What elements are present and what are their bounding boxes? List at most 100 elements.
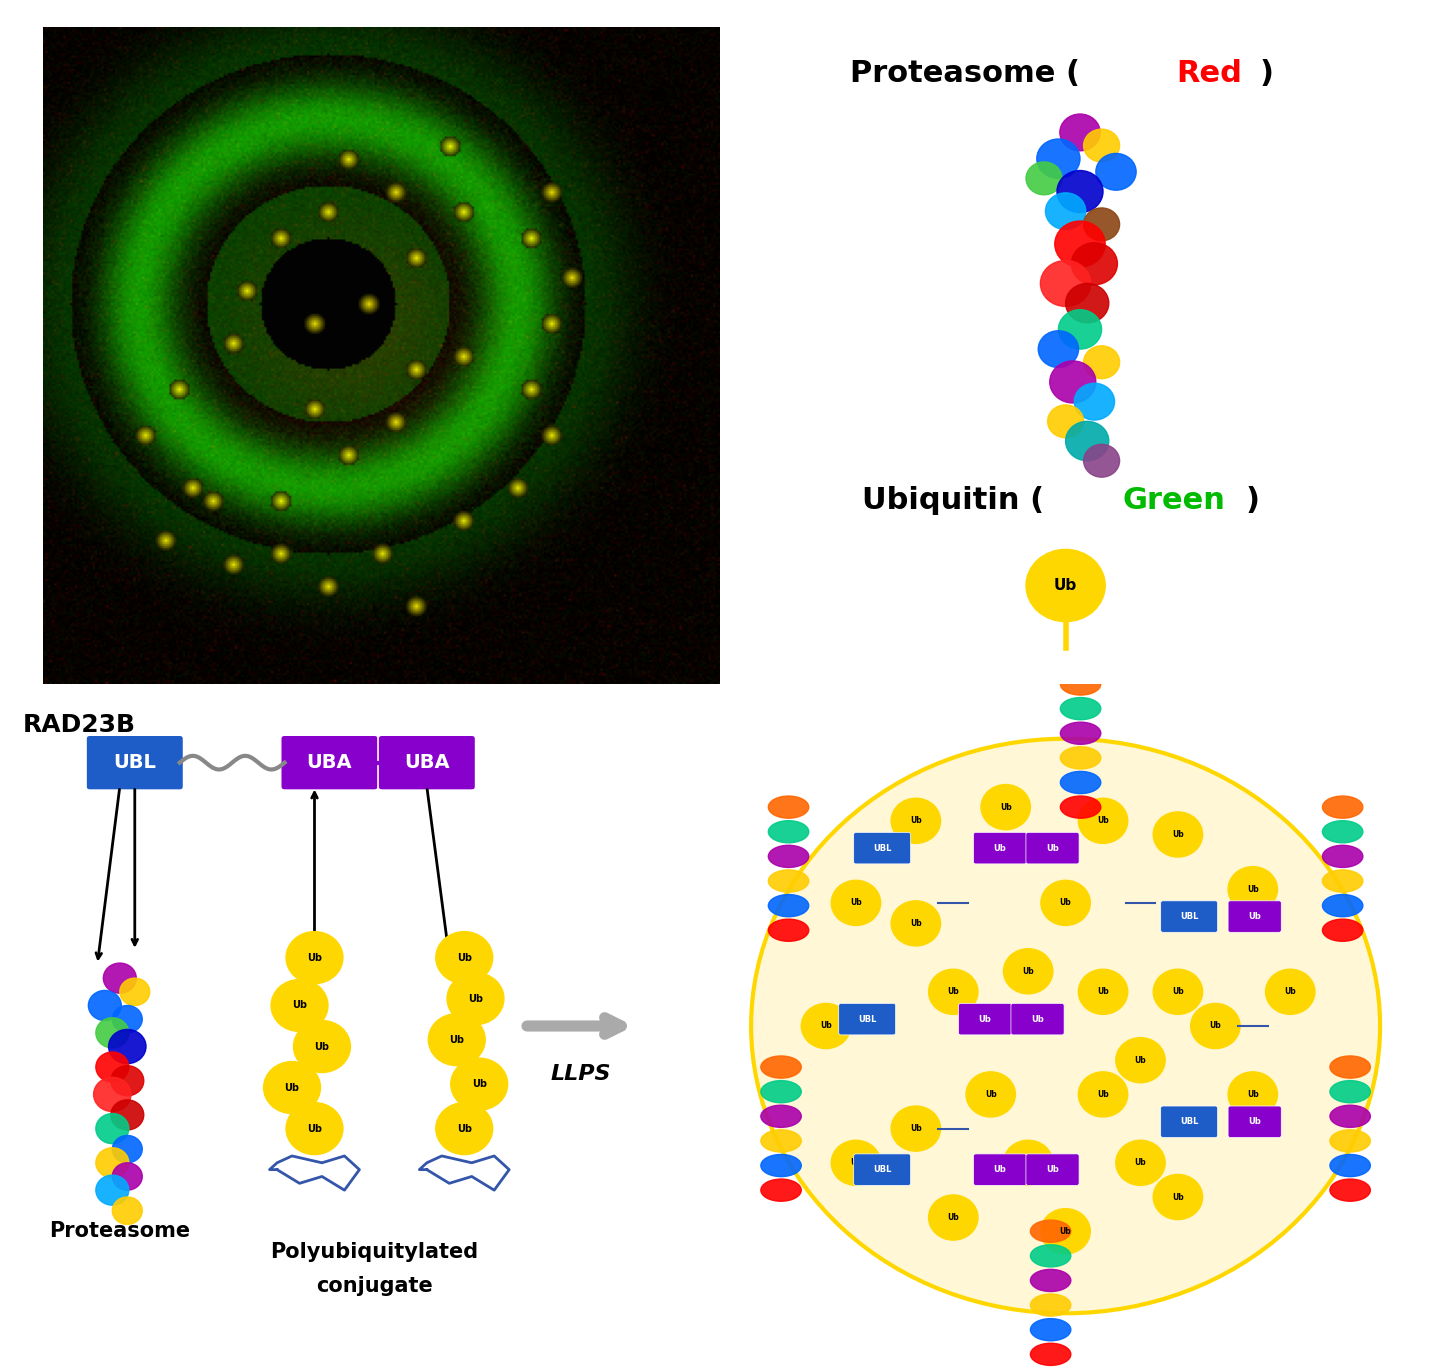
Ellipse shape (760, 1179, 801, 1201)
Circle shape (1116, 1141, 1165, 1185)
Ellipse shape (769, 870, 809, 892)
FancyArrowPatch shape (527, 1018, 621, 1034)
Text: UBL: UBL (114, 754, 156, 772)
Circle shape (1083, 346, 1120, 379)
Circle shape (1116, 1037, 1165, 1083)
Circle shape (831, 1141, 881, 1185)
Ellipse shape (1322, 796, 1362, 818)
Text: Ub: Ub (1210, 1022, 1221, 1030)
Circle shape (104, 963, 137, 993)
Text: UBL: UBL (1179, 1118, 1198, 1126)
Circle shape (1079, 969, 1128, 1015)
Text: Ub: Ub (1022, 967, 1034, 975)
Circle shape (111, 1066, 144, 1096)
Circle shape (1266, 969, 1315, 1015)
Ellipse shape (769, 919, 809, 941)
FancyBboxPatch shape (1161, 900, 1218, 933)
FancyBboxPatch shape (379, 736, 475, 791)
Circle shape (1057, 171, 1103, 212)
Text: Ub: Ub (1097, 988, 1109, 996)
Text: Ub: Ub (1097, 1090, 1109, 1099)
Circle shape (1047, 405, 1083, 438)
Ellipse shape (1322, 845, 1362, 867)
Text: Ub: Ub (1045, 1166, 1058, 1174)
Circle shape (1060, 114, 1100, 150)
Text: Ub: Ub (985, 1090, 996, 1099)
Ellipse shape (1060, 772, 1100, 793)
Ellipse shape (1031, 1270, 1071, 1291)
Text: Ub: Ub (314, 1041, 330, 1052)
Text: Ub: Ub (1284, 988, 1296, 996)
Circle shape (1050, 361, 1096, 404)
Text: ): ) (1246, 486, 1260, 514)
Text: UBA: UBA (307, 754, 353, 772)
FancyBboxPatch shape (1161, 1105, 1218, 1138)
Ellipse shape (1331, 1179, 1371, 1201)
FancyBboxPatch shape (1228, 1105, 1282, 1138)
FancyBboxPatch shape (854, 832, 910, 865)
Text: Ub: Ub (910, 919, 922, 928)
Ellipse shape (760, 1081, 801, 1103)
Text: Red: Red (1176, 59, 1243, 88)
Circle shape (801, 1004, 851, 1048)
Text: Ub: Ub (1045, 844, 1058, 852)
Circle shape (891, 900, 940, 947)
Text: Ub: Ub (948, 988, 959, 996)
Ellipse shape (1060, 722, 1100, 744)
FancyBboxPatch shape (959, 1004, 1012, 1034)
FancyBboxPatch shape (973, 1153, 1027, 1185)
Text: RAD23B: RAD23B (23, 713, 135, 737)
Text: Ub: Ub (1248, 912, 1261, 921)
Text: UBL: UBL (858, 1015, 877, 1023)
FancyBboxPatch shape (86, 736, 183, 791)
Text: Ub: Ub (1247, 1090, 1259, 1099)
FancyBboxPatch shape (1025, 832, 1079, 865)
Text: Proteasome: Proteasome (49, 1222, 190, 1241)
Text: UBL: UBL (873, 844, 891, 852)
Text: conjugate: conjugate (315, 1276, 433, 1295)
Ellipse shape (1331, 1105, 1371, 1127)
Circle shape (96, 1114, 128, 1144)
Text: Ub: Ub (910, 817, 922, 825)
Circle shape (1083, 129, 1120, 161)
Text: UBA: UBA (405, 754, 449, 772)
Circle shape (294, 1021, 350, 1073)
Ellipse shape (1331, 1056, 1371, 1078)
Ellipse shape (1331, 1130, 1371, 1152)
FancyBboxPatch shape (973, 832, 1027, 865)
Circle shape (929, 969, 978, 1015)
Text: Ub: Ub (449, 1034, 464, 1045)
Ellipse shape (1031, 1294, 1071, 1316)
Ellipse shape (1322, 870, 1362, 892)
Circle shape (1153, 1174, 1202, 1220)
Text: Ub: Ub (850, 899, 861, 907)
Circle shape (1038, 331, 1079, 368)
Text: Ub: Ub (1172, 988, 1184, 996)
Circle shape (1041, 1209, 1090, 1253)
FancyBboxPatch shape (281, 736, 379, 791)
Ellipse shape (1060, 698, 1100, 720)
Circle shape (1025, 550, 1104, 621)
Text: Ub: Ub (456, 952, 472, 963)
Circle shape (752, 739, 1380, 1313)
Ellipse shape (1322, 919, 1362, 941)
Circle shape (1153, 969, 1202, 1015)
Circle shape (111, 1100, 144, 1130)
Circle shape (88, 990, 121, 1021)
Ellipse shape (1031, 1245, 1071, 1267)
Text: Ub: Ub (1060, 899, 1071, 907)
Circle shape (112, 1197, 143, 1224)
FancyBboxPatch shape (1228, 900, 1282, 933)
Circle shape (1058, 309, 1102, 349)
Circle shape (112, 1005, 143, 1033)
Circle shape (1054, 222, 1106, 267)
Circle shape (112, 1163, 143, 1190)
Circle shape (1079, 1073, 1128, 1116)
Text: Ub: Ub (292, 1000, 307, 1011)
Circle shape (96, 1148, 128, 1178)
Text: Ub: Ub (1031, 1015, 1044, 1023)
Circle shape (264, 1062, 321, 1114)
Text: Ub: Ub (1247, 885, 1259, 893)
Ellipse shape (1060, 673, 1100, 695)
Circle shape (1228, 867, 1277, 911)
